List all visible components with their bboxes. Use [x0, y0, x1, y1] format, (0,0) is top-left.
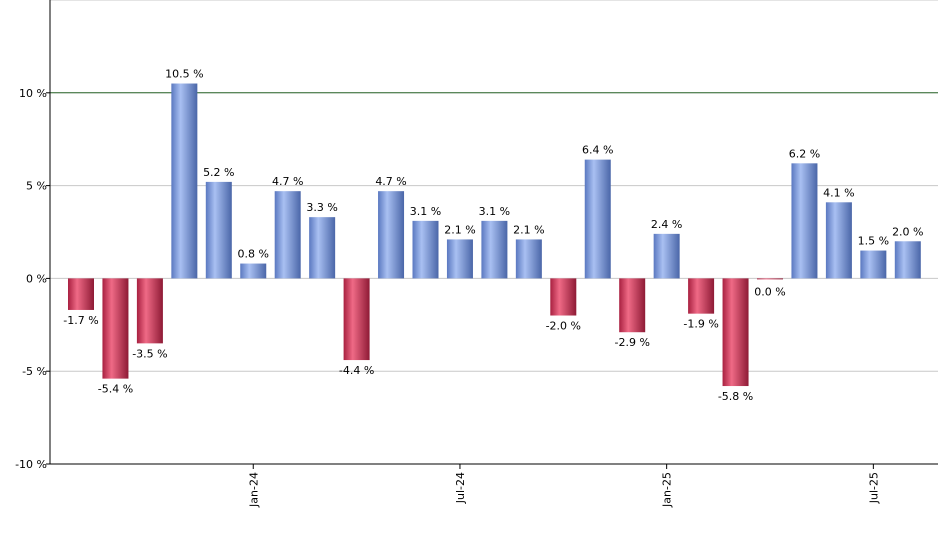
bar-value-label: -5.8 % [718, 390, 753, 403]
y-tick-label: 5 % [26, 180, 47, 193]
x-tick-label: Jul-25 [867, 472, 880, 504]
bar [102, 278, 129, 379]
bar-labels: -1.7 %-5.4 %-3.5 %10.5 %5.2 %0.8 %4.7 %3… [63, 68, 923, 404]
bar [412, 220, 439, 279]
bar-value-label: 4.7 % [375, 175, 406, 188]
bar-value-label: 5.2 % [203, 166, 234, 179]
bar [688, 278, 715, 314]
bar-value-label: 2.1 % [513, 223, 544, 236]
bar [619, 278, 646, 333]
bar [136, 278, 163, 344]
bar [171, 83, 198, 279]
y-tick-label: -5 % [22, 365, 47, 378]
bar [68, 278, 94, 310]
bar-value-label: 4.7 % [272, 175, 303, 188]
y-tick-label: -10 % [15, 458, 47, 471]
bar [274, 191, 301, 279]
bar [860, 250, 887, 279]
bar-value-label: -2.9 % [614, 336, 649, 349]
bars [68, 83, 921, 387]
bar-value-label: 3.3 % [306, 201, 337, 214]
x-tick-label: Jan-25 [661, 472, 674, 508]
bar [550, 278, 577, 316]
bar [653, 233, 680, 279]
bar-value-label: 0.8 % [238, 248, 269, 261]
bar [584, 159, 611, 279]
x-tick-label: Jul-24 [454, 472, 467, 504]
bar-value-label: -3.5 % [132, 347, 167, 360]
bar-value-label: 6.2 % [789, 147, 820, 160]
bar-value-label: 2.4 % [651, 218, 682, 231]
bar [481, 220, 508, 279]
bar [240, 263, 267, 279]
bar-value-label: 4.1 % [823, 186, 854, 199]
bar-value-label: -5.4 % [98, 383, 133, 396]
y-axis-ticks: -10 % -5 % 0 % 5 % 10 % [15, 87, 50, 471]
bar [309, 217, 336, 279]
bar [825, 202, 852, 279]
bar-value-label: 3.1 % [479, 205, 510, 218]
bar-value-label: -1.7 % [63, 314, 98, 327]
bar-value-label: 6.4 % [582, 144, 613, 157]
bar-value-label: 2.0 % [892, 225, 923, 238]
bar-value-label: 1.5 % [858, 235, 889, 248]
bar-value-label: 2.1 % [444, 223, 475, 236]
bar-value-label: -4.4 % [339, 364, 374, 377]
x-tick-label: Jan-24 [247, 472, 260, 508]
bar [515, 239, 542, 279]
bar [446, 239, 473, 279]
bar [894, 241, 921, 279]
bar-value-label: 0.0 % [754, 285, 785, 298]
bar [791, 163, 818, 279]
x-axis-ticks: Jan-24 Jul-24 Jan-25 Jul-25 [247, 464, 880, 508]
axes [49, 0, 938, 465]
bar [722, 278, 749, 387]
bar-value-label: 10.5 % [165, 68, 203, 81]
bar [205, 181, 232, 279]
y-tick-label: 0 % [26, 272, 47, 285]
bar [343, 278, 370, 361]
y-tick-label: 10 % [19, 87, 47, 100]
bar [757, 278, 783, 280]
bar-value-label: -2.0 % [546, 320, 581, 333]
bar-value-label: 3.1 % [410, 205, 441, 218]
bar [378, 191, 405, 279]
bar-value-label: -1.9 % [683, 318, 718, 331]
